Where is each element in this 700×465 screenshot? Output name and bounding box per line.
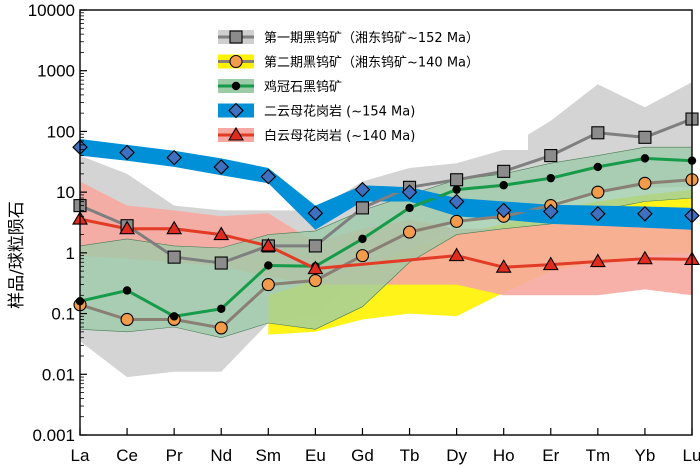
x-tick-label: Eu [305,446,326,465]
data-point-3-8 [448,193,465,210]
legend-background [210,20,528,150]
x-tick-label: Gd [351,446,374,465]
data-point-1-5 [308,273,322,288]
data-point-0-2 [167,250,181,264]
y-tick-label: 1 [66,244,75,263]
legend-label: 白云母花岗岩 (~140 Ma) [264,128,415,144]
data-point-3-9 [495,202,512,219]
legend-label: 第二期黑钨矿（湘东钨矿~140 Ma） [264,55,479,71]
data-point-2-11 [593,162,603,172]
y-tick-label: 10000 [28,1,75,20]
legend-label: 二云母花岗岩 (~154 Ma) [264,104,415,120]
y-tick-label: 0.01 [42,365,75,384]
x-tick-label: Er [542,446,559,465]
data-point-2-3 [217,304,226,313]
data-point-4-9 [495,259,512,273]
data-point-2-7 [405,203,414,213]
series-line-2 [79,156,693,318]
data-point-1-11 [591,185,605,199]
data-point-2-10 [546,173,555,183]
legend-label: 鸡冠石黑钨矿 [264,79,342,95]
axes: 0.001 0.01 0.1 1 10 100 1000 10000 La Ce Pr Nd Sm Eu G… [28,1,700,465]
x-tick-label: Ce [116,446,138,465]
data-point-1-6 [355,249,370,263]
data-point-1-3 [214,321,228,335]
data-point-3-1 [119,144,135,161]
x-tick-label: La [71,446,90,465]
series-line-1 [79,178,693,330]
x-tick-label: Dy [446,446,467,465]
x-tick-label: Lu [683,446,700,465]
data-point-3-7 [401,184,418,200]
data-point-2-12 [640,154,650,163]
legend-marker [228,102,244,119]
x-tick-label: Yb [635,446,656,465]
data-point-0-5 [308,239,322,253]
data-point-4-10 [542,256,559,271]
data-point-0-12 [638,130,652,144]
y-axis-label: 样品/球粒陨石 [7,201,27,309]
data-point-3-5 [307,205,324,221]
y-tick-label: 0.001 [32,426,75,445]
data-point-3-6 [354,181,371,198]
marker-layer [72,112,700,335]
x-tick-label: Nd [210,446,232,465]
legend-marker [231,81,241,91]
y-tick-label: 10 [56,183,75,202]
series-line-4 [79,217,693,271]
x-tick-label: Pr [166,446,183,465]
y-tick-label: 1000 [37,62,75,81]
data-point-4-2 [166,220,183,235]
legend-marker [229,30,243,44]
data-point-3-4 [260,168,277,185]
series-line-layer [79,117,693,330]
data-point-1-1 [120,312,134,327]
data-point-0-11 [591,126,605,140]
data-point-2-8 [452,185,461,194]
x-tick-label: Tb [400,446,420,465]
legend-marker [228,126,244,141]
data-point-4-8 [448,247,465,262]
legend-label: 第一期黑钨矿（湘东钨矿~152 Ma） [264,30,479,46]
data-point-0-6 [355,201,370,215]
legend-marker [229,54,243,69]
data-point-2-1 [122,286,132,295]
data-point-3-11 [590,206,606,222]
legend: 第一期黑钨矿（湘东钨矿~152 Ma） 第二期黑钨矿（湘东钨矿~140 Ma） 鸡冠… [210,20,528,150]
plot-frame [79,9,693,436]
data-point-4-12 [636,250,653,265]
x-tick-label: Sm [256,446,282,465]
data-point-4-11 [589,253,606,268]
data-point-2-6 [358,234,367,244]
data-point-1-4 [261,278,275,292]
data-point-2-2 [169,312,179,321]
y-tick-label: 100 [47,122,75,141]
data-point-4-3 [213,226,230,241]
data-point-3-2 [166,149,182,166]
data-point-3-3 [213,159,230,175]
y-tick-label: 0.1 [51,305,75,324]
data-point-1-8 [450,214,464,228]
data-point-1-7 [402,225,417,239]
data-point-3-12 [637,206,653,222]
data-point-2-9 [499,181,508,190]
data-point-0-8 [450,173,464,187]
data-point-0-10 [544,149,558,163]
x-tick-label: Ho [493,446,515,465]
data-point-4-5 [307,260,324,275]
data-point-0-9 [497,164,511,178]
data-point-0-3 [214,256,228,270]
series-line-0 [79,117,693,265]
data-point-4-1 [119,220,136,235]
x-tick-label: Tm [586,446,611,465]
data-point-4-4 [260,237,277,252]
data-point-3-10 [542,203,559,220]
data-point-1-12 [638,176,652,190]
series-line-3 [79,145,693,218]
data-point-2-4 [264,261,273,270]
